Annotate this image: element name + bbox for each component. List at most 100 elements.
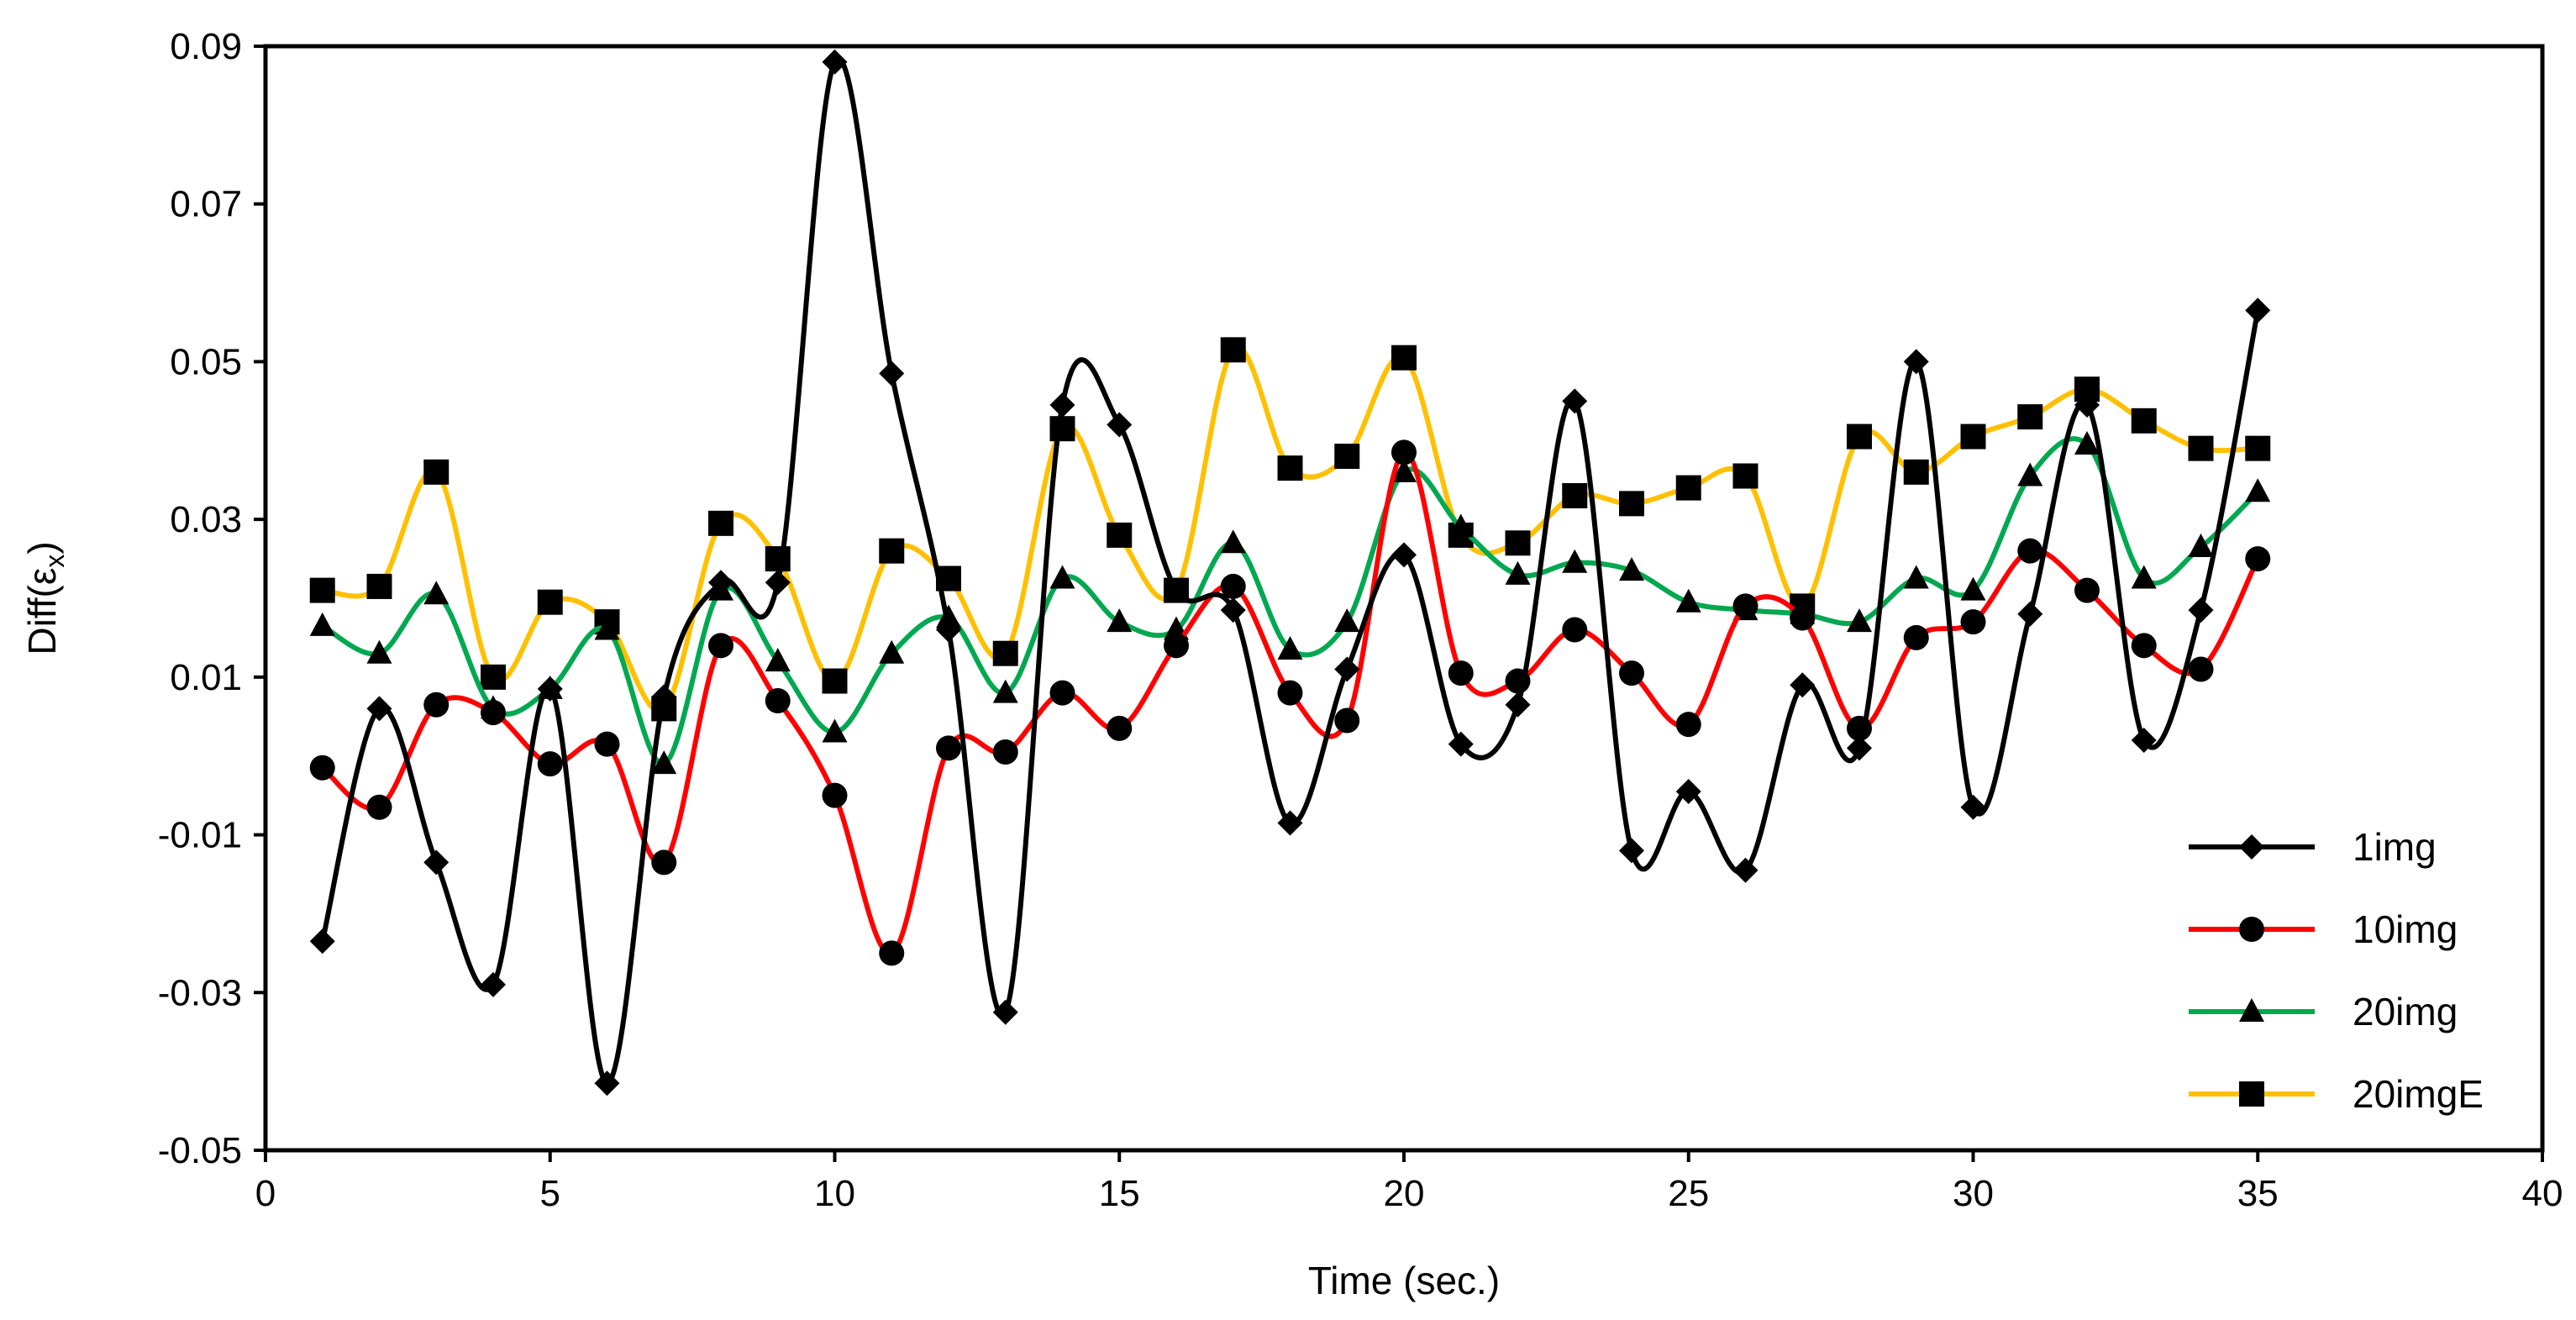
x-tick-label: 20	[1384, 1173, 1425, 1214]
series-10img	[309, 439, 2271, 966]
data-point	[1448, 513, 1474, 538]
data-point	[1334, 444, 1360, 470]
data-point	[765, 648, 791, 672]
data-point	[708, 633, 733, 659]
data-point	[366, 639, 392, 664]
data-point	[992, 739, 1018, 765]
data-point	[2188, 597, 2214, 623]
data-point	[1107, 715, 1133, 741]
series-layer	[309, 49, 2271, 1096]
data-point	[1619, 660, 1644, 686]
data-point	[594, 616, 620, 640]
data-point	[2131, 565, 2157, 589]
series-20img	[309, 430, 2271, 775]
data-point	[1505, 560, 1531, 585]
data-point	[366, 573, 392, 599]
data-point	[1619, 838, 1644, 864]
data-point	[765, 546, 791, 572]
x-tick-label: 35	[2237, 1173, 2279, 1214]
y-axis-title-subscript: x	[39, 555, 70, 568]
data-point	[2017, 601, 2043, 627]
x-tick-label: 15	[1099, 1173, 1140, 1214]
legend-item: 20imgE	[2189, 1072, 2484, 1116]
x-axis: 0 5 10 15 20 25 30 35 40	[255, 1150, 2563, 1214]
data-point	[2074, 577, 2100, 603]
x-tick-label: 5	[540, 1173, 560, 1214]
data-point	[2074, 430, 2100, 455]
legend-label: 1img	[2353, 825, 2437, 869]
data-point	[1277, 680, 1303, 706]
x-tick-label: 10	[814, 1173, 855, 1214]
legend: 1img 10img 20img 20imgE	[2189, 825, 2484, 1116]
data-point	[1277, 455, 1303, 481]
legend-label: 20imgE	[2353, 1072, 2484, 1116]
data-point	[366, 696, 392, 722]
data-point	[822, 718, 848, 743]
data-point	[2245, 546, 2271, 572]
data-point	[423, 692, 449, 718]
data-point	[423, 849, 449, 876]
data-point	[1220, 597, 1246, 623]
data-point	[708, 570, 733, 596]
y-tick-label: 0.01	[170, 657, 242, 698]
data-point	[2245, 435, 2271, 461]
data-point	[1903, 565, 1929, 589]
data-point	[309, 755, 335, 781]
data-point	[537, 751, 563, 777]
y-tick-label: 0.09	[170, 26, 242, 67]
data-point	[2131, 727, 2157, 753]
data-point	[1847, 423, 1872, 450]
y-axis-title: Diff(εx)	[20, 541, 70, 655]
data-point	[2188, 533, 2214, 557]
data-point	[366, 794, 392, 820]
data-point	[1960, 609, 1986, 635]
data-point	[594, 731, 620, 757]
data-point	[481, 971, 506, 997]
data-point	[1732, 463, 1759, 489]
data-point	[1903, 624, 1929, 650]
data-point	[992, 999, 1018, 1025]
data-point	[2131, 633, 2157, 659]
data-point	[1619, 491, 1644, 517]
data-point	[1049, 565, 1075, 589]
data-point	[1334, 707, 1360, 734]
data-point	[651, 750, 677, 775]
data-point	[1107, 608, 1133, 633]
data-point	[1391, 439, 1417, 465]
data-point	[1790, 605, 1816, 631]
data-point	[423, 459, 449, 485]
data-point	[1107, 412, 1133, 438]
data-point	[1903, 459, 1929, 485]
data-point	[1334, 608, 1360, 633]
y-tick-label: -0.01	[158, 815, 242, 856]
data-point	[1049, 392, 1075, 418]
legend-marker	[2239, 917, 2264, 942]
data-point	[1448, 660, 1474, 686]
legend-item: 10img	[2189, 907, 2458, 951]
data-point	[309, 928, 335, 955]
data-point	[651, 849, 677, 876]
y-tick-label: 0.05	[170, 341, 242, 382]
data-point	[1732, 857, 1759, 883]
data-point	[1847, 608, 1872, 633]
data-point	[822, 782, 848, 808]
data-point	[1505, 530, 1531, 556]
data-point	[309, 612, 335, 636]
data-point	[1391, 458, 1417, 482]
data-point	[481, 700, 506, 726]
data-point	[2188, 656, 2214, 682]
data-point	[1732, 593, 1759, 619]
data-point	[765, 688, 791, 714]
data-point	[1164, 577, 1189, 603]
data-point	[1391, 542, 1417, 568]
data-point	[309, 577, 335, 603]
data-point	[1391, 344, 1417, 371]
data-point	[2017, 404, 2043, 430]
x-tick-label: 30	[1953, 1173, 1994, 1214]
data-point	[879, 360, 905, 387]
data-point	[1220, 337, 1246, 363]
y-axis-title-suffix: )	[20, 541, 64, 554]
data-point	[594, 1070, 620, 1096]
